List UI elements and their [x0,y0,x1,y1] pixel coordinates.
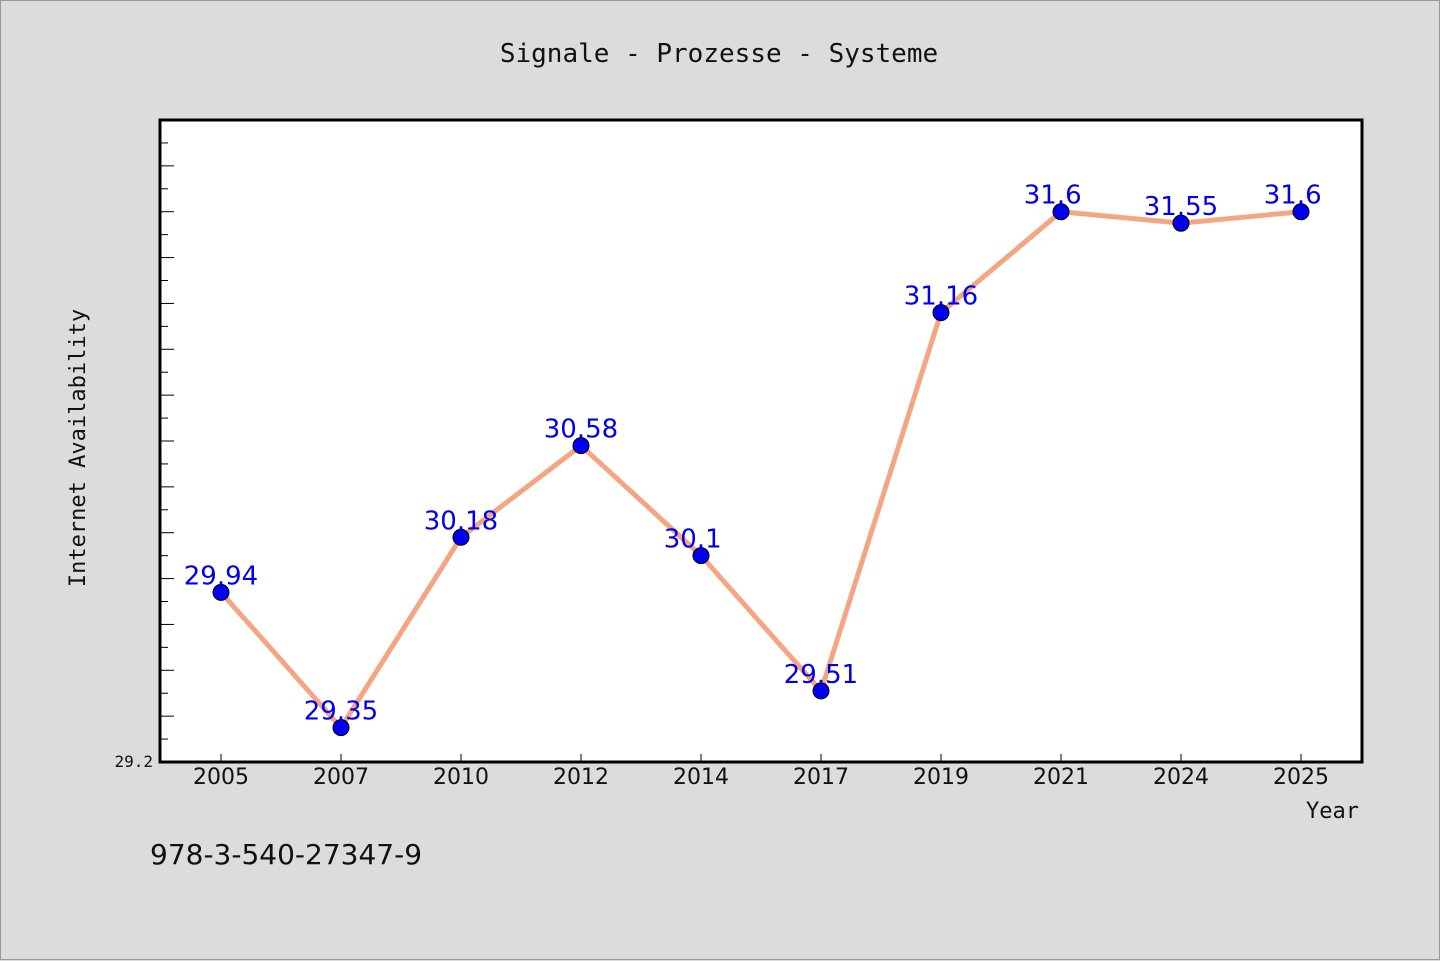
data-point [692,547,710,565]
data-label: 31.55 [1144,192,1218,222]
data-label: 29.35 [304,697,378,727]
data-label: 30.18 [424,506,498,536]
x-tick-label: 2017 [793,765,849,790]
x-tick-label: 2014 [673,765,729,790]
x-tick-label: 2010 [433,765,489,790]
data-label: 30.58 [544,415,618,445]
x-tick-label: 2005 [193,765,249,790]
chart-title: Signale - Prozesse - Systeme [500,39,938,69]
data-label: 31.6 [1264,181,1322,211]
data-point [452,528,470,546]
data-point [572,437,590,455]
x-tick-label: 2007 [313,765,369,790]
data-labels: 29.94 29.35 30.18 30.58 30.1 29.51 31.16 31.6 31… [184,181,1322,727]
data-point [1172,214,1190,232]
data-label: 30.1 [664,525,722,555]
x-tick-label: 2025 [1273,765,1329,790]
plot-area [158,118,1364,764]
x-tick-label: 2021 [1033,765,1089,790]
series-markers [212,203,1310,737]
y-tick-label: 29.2 [114,752,153,771]
y-axis-ticks [160,119,174,763]
y-axis-label: Internet Availability [66,309,91,587]
x-axis-ticks [220,754,1302,762]
data-point [1052,203,1070,221]
data-point [932,304,950,322]
data-point [812,682,830,700]
data-label: 31.16 [904,282,978,312]
footnote-isbn: 978-3-540-27347-9 [150,838,422,871]
x-tick-labels: 2005 2007 2010 2012 2014 2017 2019 2021 2024 2025 [193,765,1329,790]
x-tick-label: 2024 [1153,765,1209,790]
x-tick-label: 2019 [913,765,969,790]
data-point [1292,203,1310,221]
data-label: 31.6 [1024,181,1082,211]
data-label: 29.94 [184,561,258,591]
data-label: 29.51 [784,660,858,690]
series-line [218,209,1304,731]
data-point [212,583,230,601]
x-axis-label: Year [1306,799,1359,824]
x-tick-label: 2012 [553,765,609,790]
data-point [332,719,350,737]
